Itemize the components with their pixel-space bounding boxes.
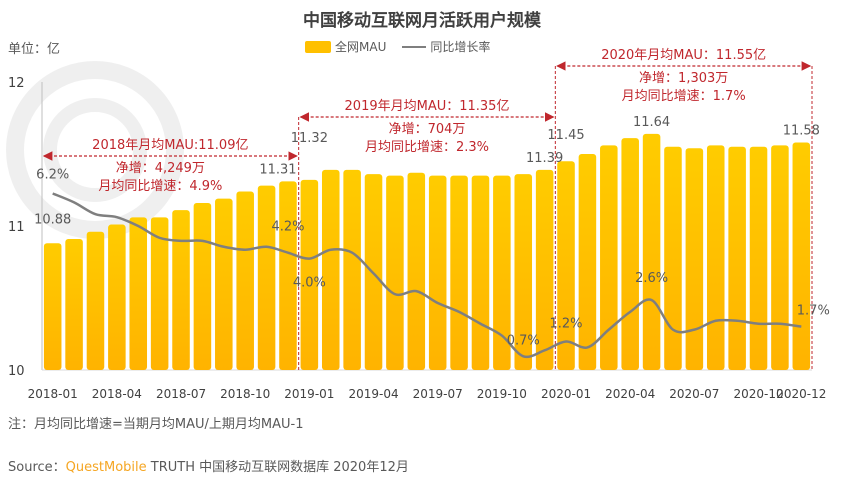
bar-2018-09 [215,198,233,370]
x-tick-label: 2020-07 [669,387,719,401]
x-tick-label: 2019-10 [477,387,527,401]
line-value-label: 1.2% [550,316,583,331]
line-value-label: 4.2% [271,220,304,235]
x-tick-label: 2020-10 [733,387,783,401]
bar-2018-11 [257,185,276,370]
annotation-detail: 净增：1,303万 [639,71,728,86]
bar-value-label: 11.45 [547,128,584,143]
bar-value-label: 11.32 [291,131,328,146]
line-value-label: 4.0% [293,276,326,291]
bar-2019-11 [514,174,533,370]
bar-2020-09 [728,146,746,370]
bar-2019-07 [428,175,447,370]
chart-canvas: 10 11 12 2018-01 2018-04 2018-07 2018-10 2019-… [6,48,830,401]
x-tick-label: 2020-12 [776,387,826,401]
legend-line-label: 同比增长率 [430,40,491,54]
bar-2020-07 [685,148,704,370]
y-tick-label: 10 [8,364,25,379]
annotation-detail: 净增：704万 [389,122,466,137]
bar-2020-10 [749,146,768,370]
bar-2018-06 [150,217,169,370]
bar-2020-11 [771,145,789,370]
x-tick-label: 2018-10 [220,387,270,401]
annotation-heading: 2018年月均MAU:11.09亿 [92,138,248,153]
x-tick-label: 2018-07 [156,387,206,401]
bar-2018-07 [172,210,190,370]
bar-2018-08 [193,202,212,370]
bar-2020-08 [706,145,725,370]
line-series [52,192,802,359]
bar-2018-12 [279,181,297,370]
x-tick-label: 2018-04 [92,387,142,401]
annotation-detail: 净增：4,249万 [116,161,205,176]
annotation-heading: 2019年月均MAU：11.35亿 [345,99,510,114]
bar-2020-01 [557,161,575,370]
bar-value-label: 11.58 [783,123,820,138]
bar-2018-03 [86,231,105,370]
bar-2019-10 [493,175,511,370]
data-labels: 10.88 11.31 11.32 11.39 11.45 11.64 11.58 6.2% 4… [34,115,830,348]
bar-2018-04 [108,224,126,370]
bar-2019-05 [386,175,404,370]
source-prefix: Source： [8,460,66,475]
line-value-label: 2.6% [635,271,668,286]
line-value-label: 6.2% [36,167,69,182]
legend: 全网MAU 同比增长率 [305,38,490,55]
y-tick-label: 11 [8,220,25,235]
bar-series [43,133,811,370]
bar-2018-01 [43,243,62,370]
chart-title: 中国移动互联网月活跃用户规模 [303,11,541,31]
bar-2019-12 [535,169,554,370]
annotation-detail: 月均同比增速：4.9% [98,179,222,194]
legend-bar-swatch [305,40,331,53]
bar-2020-04 [621,138,639,370]
x-tick-label: 2018-01 [28,387,78,401]
source-rest: TRUTH 中国移动互联网数据库 2020年12月 [146,460,409,475]
bar-2020-02 [578,154,597,370]
bar-2018-10 [236,191,254,370]
bar-2018-02 [65,238,83,370]
x-tick-label: 2020-01 [541,387,591,401]
bar-value-label: 10.88 [34,212,71,227]
x-tick-label: 2019-04 [348,387,398,401]
unit-label: 单位：亿 [8,42,61,57]
source-line: Source：QuestMobile TRUTH 中国移动互联网数据库 2020… [8,456,409,475]
annotation-detail: 月均同比增速：2.3% [365,140,489,155]
bar-2019-08 [450,175,468,370]
bar-2018-05 [129,217,148,370]
bar-value-label: 11.39 [526,151,563,166]
y-axis: 10 11 12 [8,76,812,379]
bar-2020-06 [664,146,682,370]
bar-2019-03 [343,169,361,370]
legend-bar-label: 全网MAU [335,40,387,54]
x-axis: 2018-01 2018-04 2018-07 2018-10 2019-01 2019-… [28,387,827,401]
x-tick-label: 2019-01 [284,387,334,401]
annotation-detail: 月均同比增速：1.7% [622,89,746,104]
bar-value-label: 11.31 [259,162,296,177]
bar-2020-05 [642,133,661,370]
y-tick-label: 12 [8,76,25,91]
bar-2020-03 [600,145,618,370]
x-tick-label: 2019-07 [413,387,463,401]
bar-2019-09 [471,175,490,370]
annotation-heading: 2020年月均MAU：11.55亿 [601,48,766,63]
legend-line-swatch [402,45,427,48]
footnote: 注：月均同比增速=当期月均MAU/上期月均MAU-1 [8,417,304,432]
line-value-label: 1.7% [797,304,830,319]
source-brand: QuestMobile [65,460,147,475]
bar-value-label: 11.64 [633,115,670,130]
growth-rate-line [52,192,802,359]
x-tick-label: 2020-04 [605,387,655,401]
bar-2019-02 [321,169,340,370]
bar-2019-01 [300,179,319,370]
watermark-logo [6,61,184,239]
line-value-label: 0.7% [507,333,540,348]
bar-2020-12 [792,142,811,370]
bar-2019-06 [407,172,426,370]
